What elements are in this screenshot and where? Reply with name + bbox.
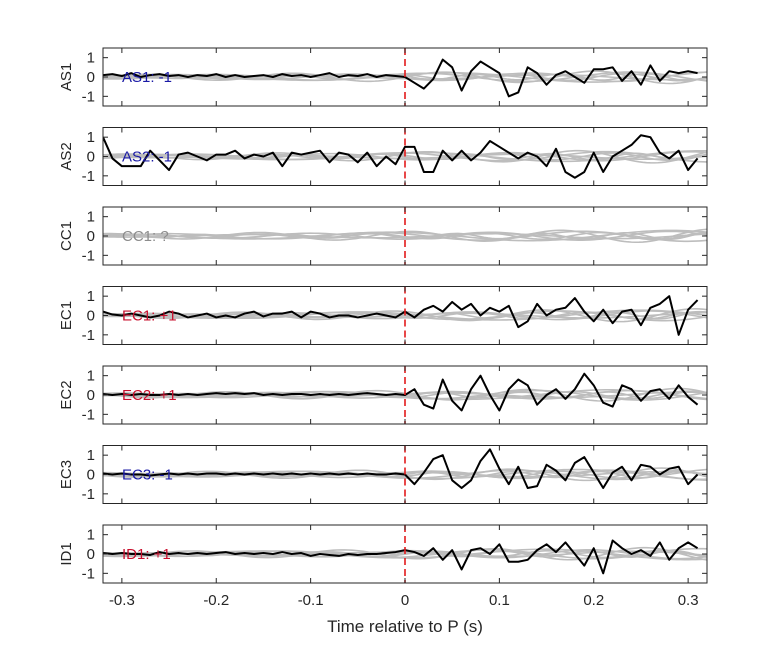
y-tick-label: 0 [87, 308, 95, 325]
y-tick-label: -1 [82, 486, 95, 503]
background-trace [103, 73, 707, 81]
y-tick-label: 1 [87, 129, 95, 146]
trace-line-ec3 [103, 448, 699, 490]
y-axis-label: ID1 [58, 542, 75, 565]
panel-ec2: 1 0 -1 EC2 EC2: +1 [58, 365, 708, 425]
trace-line-ec1 [103, 295, 699, 336]
polarity-annotation: EC3: -1 [122, 467, 173, 484]
y-axis-label: AS2 [58, 142, 75, 170]
panel-id1: 1 0 -1 ID1 ID1: +1 [58, 524, 708, 584]
y-tick-label: 0 [87, 149, 95, 166]
x-axis: -0.3 -0.2 -0.1 0 0.1 0.2 0.3 [109, 592, 699, 609]
x-axis-label: Time relative to P (s) [327, 617, 483, 636]
polarity-annotation: EC1: +1 [122, 308, 177, 325]
trace-line-as1 [103, 58, 698, 98]
y-tick-label: 1 [87, 368, 95, 385]
polarity-annotation: AS1: -1 [122, 69, 172, 86]
x-tick-label: 0.2 [583, 592, 604, 609]
trace-line-id1 [103, 539, 699, 575]
panel-cc1: 1 0 -1 CC1 CC1: ? [58, 206, 708, 266]
panel-as2: 1 0 -1 AS2 AS2: -1 [58, 127, 708, 186]
panel-ec1: 1 0 -1 EC1 EC1: +1 [58, 286, 708, 345]
x-tick-label: 0.3 [678, 592, 699, 609]
panel-as1: 1 0 -1 AS1 AS1: -1 [58, 47, 708, 107]
x-tick-label: -0.2 [203, 592, 229, 609]
polarity-annotation: ID1: +1 [122, 546, 171, 563]
polarity-annotation: EC2: +1 [122, 387, 177, 404]
y-tick-label: -1 [82, 327, 95, 344]
x-tick-label: 0.1 [489, 592, 510, 609]
y-tick-label: -1 [82, 565, 95, 582]
panel-ec3: 1 0 -1 EC3 EC3: -1 [58, 445, 708, 504]
polarity-annotation: AS2: -1 [122, 149, 172, 166]
y-tick-label: 1 [87, 447, 95, 464]
y-tick-label: 0 [87, 69, 95, 86]
plot-area [103, 286, 707, 345]
plot-area [103, 127, 707, 186]
y-tick-label: -1 [82, 88, 95, 105]
y-axis-label: EC3 [58, 460, 75, 489]
y-axis-label: CC1 [58, 221, 75, 251]
background-trace [103, 232, 707, 240]
trace-line-ec2 [103, 372, 699, 412]
y-tick-label: 0 [87, 546, 95, 563]
x-tick-label: -0.1 [298, 592, 324, 609]
y-tick-label: -1 [82, 406, 95, 423]
y-axis-label: EC2 [58, 380, 75, 409]
y-tick-label: 1 [87, 50, 95, 67]
y-tick-label: 0 [87, 228, 95, 245]
trace-line-as2 [103, 134, 699, 179]
y-tick-label: -1 [82, 247, 95, 264]
panels-group: 1 0 -1 AS1 AS1: -1 1 0 -1 AS2 AS2: -1 1 0 -1 CC1 CC1: … [58, 47, 708, 584]
x-tick-label: -0.3 [109, 592, 135, 609]
plot-area [103, 525, 707, 583]
y-tick-label: 1 [87, 209, 95, 226]
plot-area [103, 48, 707, 106]
y-axis-label: AS1 [58, 63, 75, 91]
y-axis-label: EC1 [58, 301, 75, 330]
polarity-annotation: CC1: ? [122, 228, 169, 245]
plot-area [103, 445, 707, 504]
plot-area [103, 207, 707, 265]
y-tick-label: -1 [82, 168, 95, 185]
y-tick-label: 0 [87, 387, 95, 404]
x-tick-label: 0 [401, 592, 409, 609]
y-tick-label: 1 [87, 527, 95, 544]
plot-area [103, 366, 707, 424]
background-trace [103, 153, 707, 160]
y-tick-label: 0 [87, 467, 95, 484]
y-tick-label: 1 [87, 288, 95, 305]
